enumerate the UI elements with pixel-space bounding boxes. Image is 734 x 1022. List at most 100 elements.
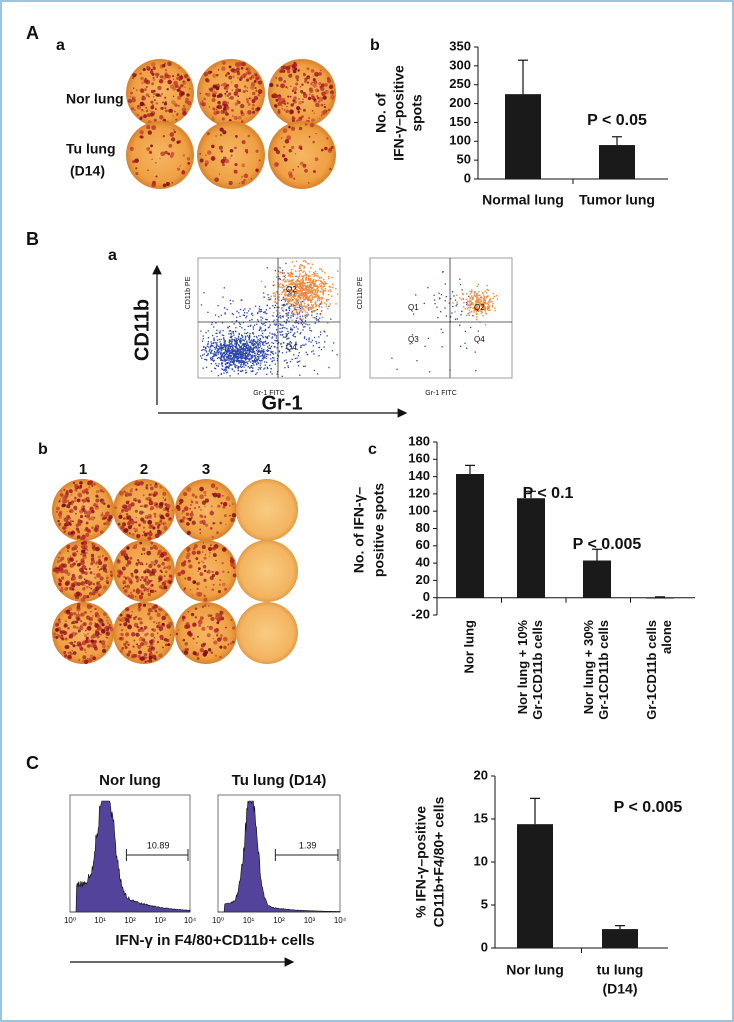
spot xyxy=(278,77,283,82)
spot xyxy=(151,125,156,130)
spot xyxy=(203,565,207,569)
event xyxy=(207,354,208,355)
bar xyxy=(599,145,635,179)
event xyxy=(463,306,464,307)
spot xyxy=(94,587,99,592)
event xyxy=(301,302,302,303)
event xyxy=(301,304,302,305)
spot xyxy=(220,533,221,534)
event xyxy=(216,351,217,352)
spot xyxy=(144,626,147,629)
event xyxy=(320,285,321,286)
event xyxy=(218,350,219,351)
event xyxy=(300,291,301,292)
event xyxy=(302,306,303,307)
event xyxy=(223,360,224,361)
spot xyxy=(152,108,153,109)
spot xyxy=(212,91,217,96)
event xyxy=(321,282,322,283)
event xyxy=(309,327,310,328)
x-tick-label: tu lung xyxy=(597,962,644,978)
event xyxy=(284,367,285,368)
event xyxy=(290,361,291,362)
event xyxy=(279,267,280,268)
spot xyxy=(189,88,190,89)
spot xyxy=(78,659,80,661)
spot xyxy=(179,91,184,96)
spot xyxy=(148,130,152,134)
spot xyxy=(232,115,234,117)
spot xyxy=(147,660,149,662)
spot xyxy=(147,517,149,519)
event xyxy=(206,351,207,352)
event xyxy=(262,324,263,325)
spot xyxy=(103,585,108,590)
event xyxy=(310,307,311,308)
event xyxy=(471,311,472,312)
event xyxy=(201,357,202,358)
spot xyxy=(288,126,290,128)
spot xyxy=(198,620,203,625)
spot xyxy=(125,618,130,623)
event xyxy=(453,295,454,296)
event xyxy=(470,297,471,298)
spot xyxy=(58,620,61,623)
event xyxy=(273,293,274,294)
spot xyxy=(159,94,162,97)
event xyxy=(215,322,216,323)
spot xyxy=(257,171,259,173)
event xyxy=(483,294,484,295)
spot xyxy=(219,522,222,525)
spot xyxy=(309,136,311,138)
event xyxy=(472,297,473,298)
event xyxy=(302,280,303,281)
event xyxy=(222,334,223,335)
spot xyxy=(160,107,163,110)
spot xyxy=(300,148,302,150)
event xyxy=(287,302,288,303)
spot xyxy=(148,608,152,612)
spot xyxy=(236,117,238,119)
event xyxy=(267,354,268,355)
event xyxy=(468,301,469,302)
spot xyxy=(123,504,126,507)
spot xyxy=(225,95,226,96)
spot xyxy=(204,570,206,572)
spot xyxy=(128,525,132,529)
spot xyxy=(215,571,219,575)
event xyxy=(305,344,306,345)
spot xyxy=(69,587,73,591)
event xyxy=(460,346,461,347)
x-tick-label: Nor lung xyxy=(506,962,564,978)
event xyxy=(240,338,241,339)
event xyxy=(287,331,288,332)
spot xyxy=(200,93,201,94)
event xyxy=(307,290,308,291)
event xyxy=(258,350,259,351)
event xyxy=(303,366,304,367)
event xyxy=(302,297,303,298)
event xyxy=(485,324,486,325)
spot xyxy=(234,84,238,88)
spot xyxy=(96,561,97,562)
event xyxy=(471,289,472,290)
spot xyxy=(317,97,320,100)
event xyxy=(317,300,318,301)
spot xyxy=(83,506,85,508)
spot xyxy=(186,555,190,559)
event xyxy=(287,279,288,280)
spot xyxy=(211,505,213,507)
event xyxy=(318,355,319,356)
event xyxy=(445,300,446,301)
event xyxy=(293,334,294,335)
spot xyxy=(251,107,254,110)
spot xyxy=(153,92,156,95)
event xyxy=(295,281,296,282)
event xyxy=(208,330,209,331)
event xyxy=(214,351,215,352)
spot xyxy=(328,109,330,111)
event xyxy=(266,313,267,314)
event xyxy=(318,342,319,343)
event xyxy=(310,342,311,343)
spot xyxy=(284,158,288,162)
